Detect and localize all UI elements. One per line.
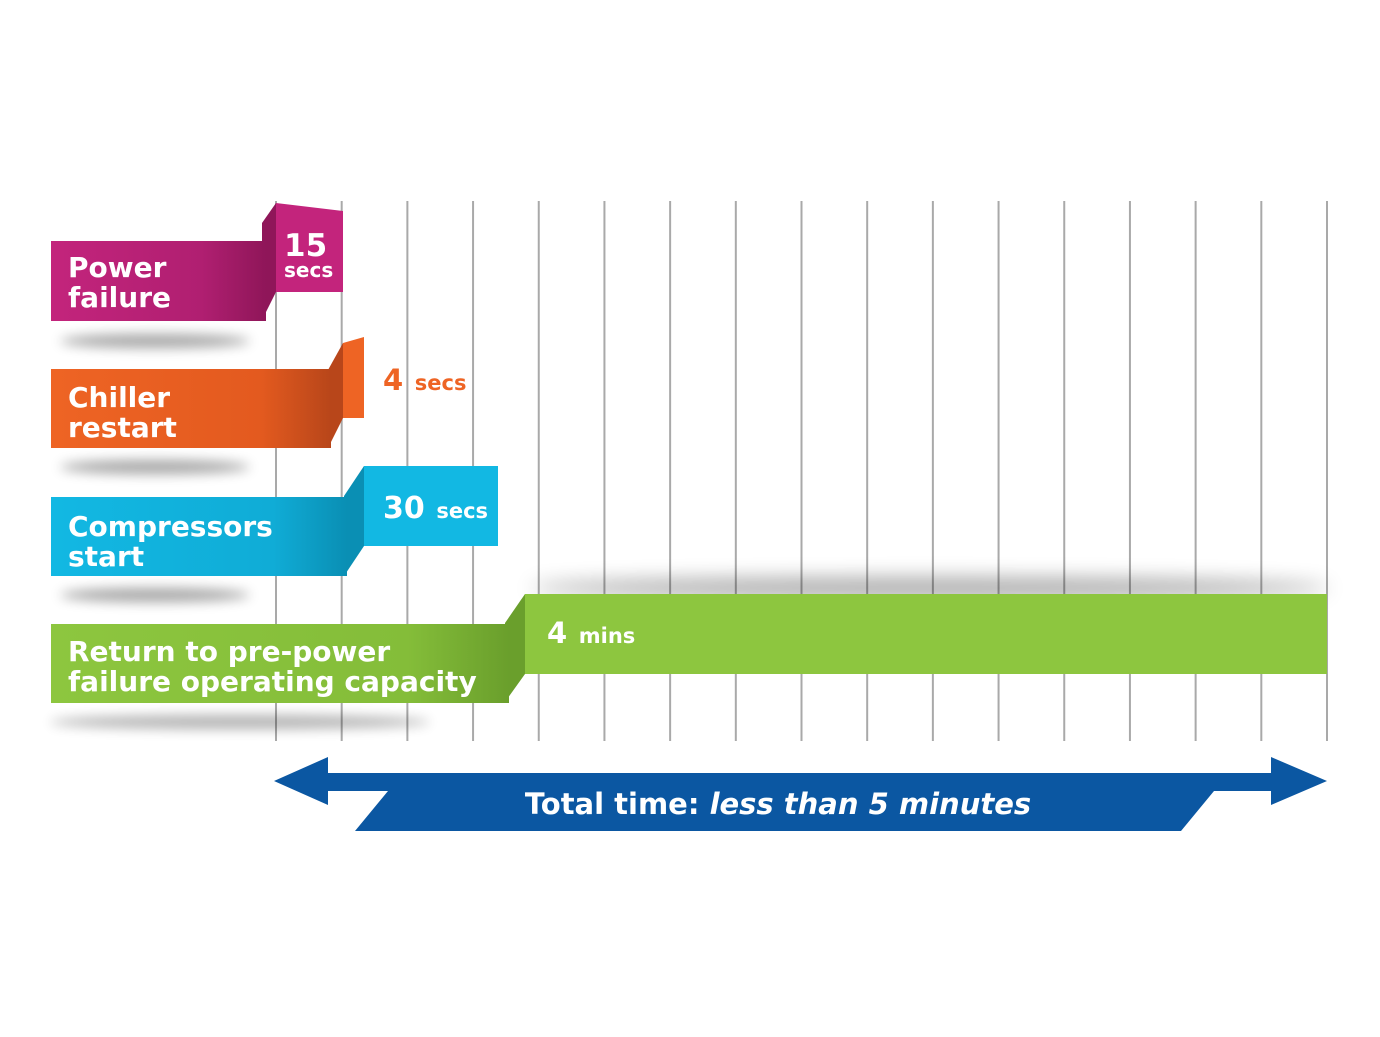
total-time-text: Total time: less than 5 minutes xyxy=(525,787,1031,821)
compressors-start-label-line1: Compressors xyxy=(68,510,273,543)
return-capacity-bar xyxy=(51,624,509,703)
total-time-arrow xyxy=(274,757,1327,831)
return-capacity-tab xyxy=(525,594,1327,674)
chiller-restart-duration: 4 secs xyxy=(383,363,466,397)
chiller-restart-label-line1: Chiller xyxy=(68,381,170,414)
return-capacity-label-line1: Return to pre-power xyxy=(68,635,390,668)
total-time-emphasis: less than 5 minutes xyxy=(710,787,1032,821)
compressors-start-duration: 30 secs xyxy=(383,491,488,526)
step-compressors-start: Compressors start 30 secs xyxy=(51,466,498,576)
step-chiller-restart: Chiller restart 4 secs xyxy=(51,337,466,448)
return-capacity-label-line2: failure operating capacity xyxy=(68,665,477,698)
chiller-restart-duration-value: 4 xyxy=(383,363,403,397)
compressors-start-duration-value: 30 xyxy=(383,491,425,526)
step-return-to-capacity: Return to pre-power failure operating ca… xyxy=(51,594,1327,703)
power-failure-duration-unit: secs xyxy=(284,258,333,282)
return-capacity-duration-value: 4 xyxy=(547,616,567,650)
chiller-restart-fold xyxy=(328,343,343,448)
compressors-start-duration-unit: secs xyxy=(436,499,488,523)
return-capacity-duration: 4 mins xyxy=(547,616,635,650)
compressors-start-bar xyxy=(51,497,347,576)
power-failure-bar xyxy=(51,241,266,321)
return-capacity-fold xyxy=(505,594,525,702)
return-capacity-duration-unit: mins xyxy=(579,624,636,648)
bar-shadows xyxy=(50,334,1330,729)
compressors-start-label-line2: start xyxy=(68,540,144,573)
compressors-start-tab xyxy=(364,466,498,546)
compressors-start-fold xyxy=(344,466,364,576)
total-time-banner: Total time: less than 5 minutes xyxy=(274,757,1327,831)
total-time-prefix: Total time: xyxy=(525,787,710,821)
power-failure-duration-value: 15 xyxy=(284,228,327,264)
chiller-restart-tab xyxy=(343,337,364,418)
power-failure-tab xyxy=(276,203,343,292)
power-failure-label-line2: failure xyxy=(68,281,171,314)
power-failure-label-line1: Power xyxy=(68,251,167,284)
chiller-restart-label-line2: restart xyxy=(68,411,177,444)
step-power-failure: Power failure 15 secs xyxy=(51,203,343,321)
chiller-restart-bar xyxy=(51,369,331,448)
chiller-restart-duration-unit: secs xyxy=(415,371,467,395)
